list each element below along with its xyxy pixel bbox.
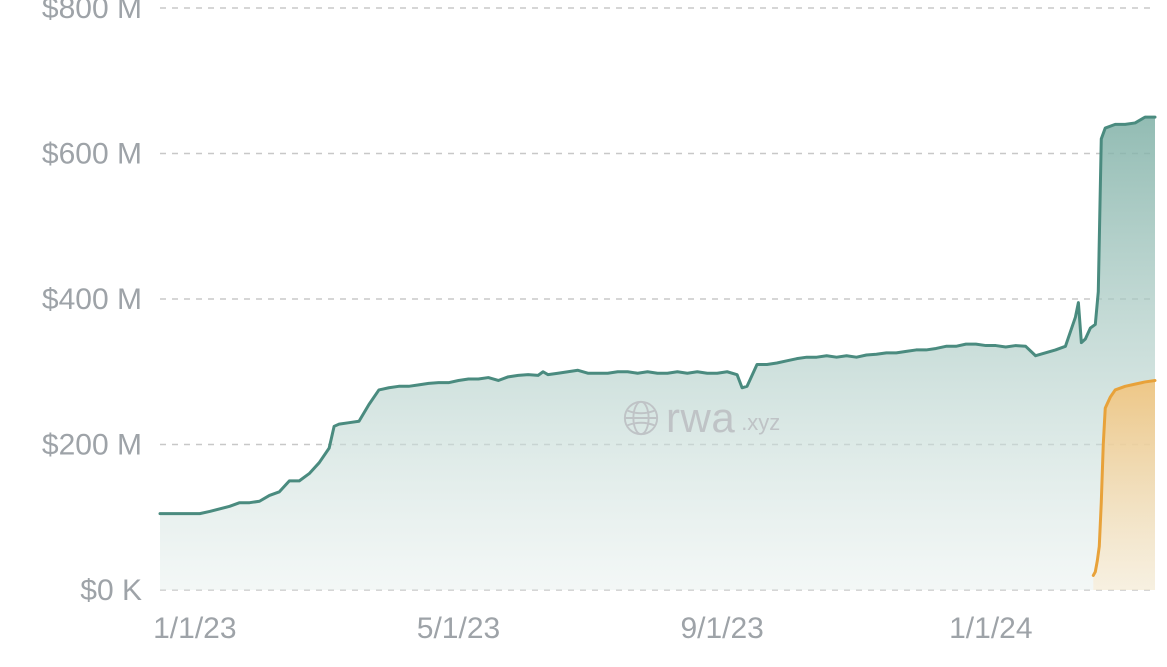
- x-axis-label: 9/1/23: [680, 612, 763, 645]
- x-axis-label: 1/1/24: [949, 612, 1032, 645]
- y-axis-label: $600 M: [42, 138, 142, 171]
- area-chart: $0 K $200 M $400 M $600 M $800 M 1/1/23 5/1/23…: [0, 0, 1167, 667]
- y-axis-label: $200 M: [42, 429, 142, 462]
- chart-svg: $0 K $200 M $400 M $600 M $800 M 1/1/23 5/1/23…: [0, 0, 1167, 667]
- x-axis-label: 1/1/23: [153, 612, 236, 645]
- y-axis-label: $800 M: [42, 0, 142, 25]
- x-axis-label: 5/1/23: [417, 612, 500, 645]
- y-axis-label: $0 K: [80, 574, 142, 607]
- y-axis-label: $400 M: [42, 283, 142, 316]
